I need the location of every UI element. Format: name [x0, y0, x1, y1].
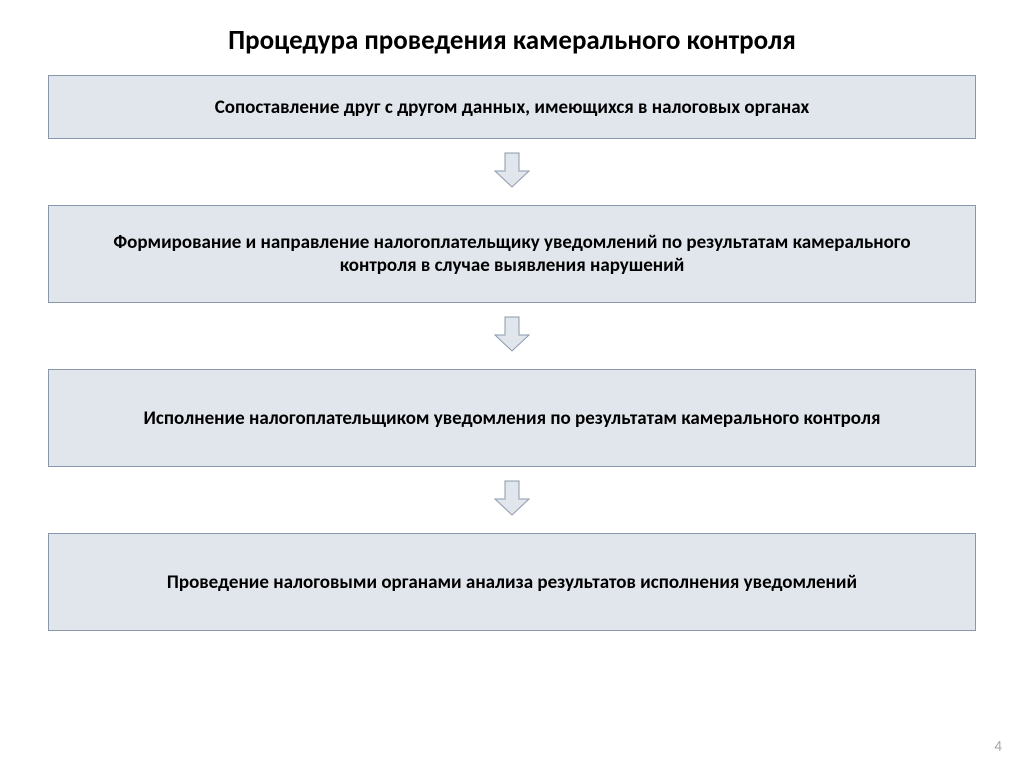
arrow-down-icon	[491, 149, 533, 191]
page-title: Процедура проведения камерального контро…	[0, 0, 1024, 75]
flow-step-1: Сопоставление друг с другом данных, имею…	[48, 75, 976, 139]
arrow-down-icon	[491, 313, 533, 355]
flow-step-4: Проведение налоговыми органами анализа р…	[48, 533, 976, 631]
flow-step-2: Формирование и направление налогоплатель…	[48, 205, 976, 303]
arrow-down-icon	[491, 477, 533, 519]
page-number: 4	[994, 738, 1002, 756]
flowchart-container: Сопоставление друг с другом данных, имею…	[0, 75, 1024, 631]
flow-step-3: Исполнение налогоплательщиком уведомлени…	[48, 369, 976, 467]
